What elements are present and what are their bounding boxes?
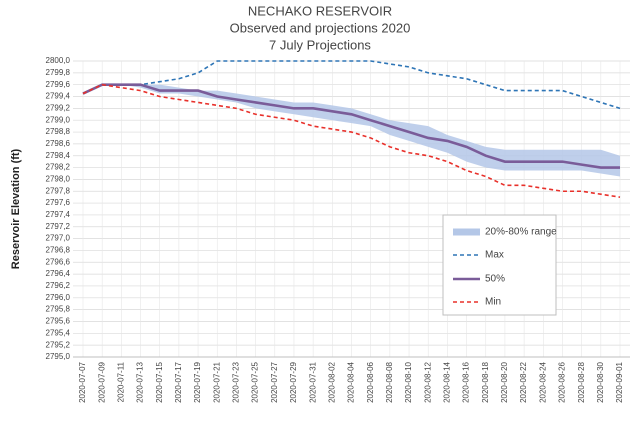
y-tick-label: 2798,2 — [46, 163, 71, 172]
x-tick-label: 2020-08-14 — [443, 361, 452, 402]
x-tick-label: 2020-07-31 — [308, 361, 317, 402]
legend-label: 20%-80% range — [485, 227, 557, 238]
y-tick-label: 2796,8 — [46, 246, 71, 255]
x-tick-label: 2020-08-02 — [327, 361, 336, 402]
x-tick-label: 2020-07-27 — [270, 361, 279, 402]
x-tick-label: 2020-08-04 — [347, 361, 356, 402]
legend-label: Min — [485, 297, 501, 308]
y-tick-label: 2797,0 — [46, 234, 71, 243]
y-tick-label: 2798,4 — [46, 151, 71, 160]
x-tick-label: 2020-07-15 — [155, 361, 164, 402]
x-tick-label: 2020-07-09 — [97, 361, 106, 402]
legend-label: 50% — [485, 274, 505, 285]
y-tick-label: 2798,8 — [46, 127, 71, 136]
x-tick-label: 2020-07-21 — [212, 361, 221, 402]
y-tick-label: 2798,0 — [46, 175, 71, 184]
x-tick-label: 2020-08-10 — [404, 361, 413, 402]
x-tick-label: 2020-07-13 — [136, 361, 145, 402]
y-tick-label: 2797,6 — [46, 198, 71, 207]
y-tick-label: 2796,4 — [46, 269, 71, 278]
range-band — [83, 84, 620, 177]
y-tick-label: 2795,6 — [46, 317, 71, 326]
x-tick-label: 2020-07-07 — [78, 361, 87, 402]
y-tick-label: 2798,6 — [46, 139, 71, 148]
y-axis-label: Reservoir Elevation (ft) — [10, 148, 22, 269]
x-tick-label: 2020-07-17 — [174, 361, 183, 402]
x-tick-label: 2020-08-12 — [423, 361, 432, 402]
x-tick-label: 2020-09-01 — [615, 361, 624, 402]
y-tick-label: 2796,2 — [46, 281, 71, 290]
y-tick-label: 2795,4 — [46, 328, 71, 337]
x-tick-label: 2020-07-11 — [116, 361, 125, 402]
x-tick-label: 2020-07-29 — [289, 361, 298, 402]
legend-swatch — [453, 228, 480, 236]
x-tick-label: 2020-08-22 — [519, 361, 528, 402]
y-tick-label: 2795,2 — [46, 340, 71, 349]
x-tick-label: 2020-08-28 — [577, 361, 586, 402]
x-tick-label: 2020-08-24 — [538, 361, 547, 402]
y-tick-label: 2799,6 — [46, 80, 71, 89]
y-tick-label: 2796,6 — [46, 257, 71, 266]
y-tick-label: 2800,0 — [46, 56, 71, 65]
chart-subtitle: 7 July Projections — [269, 37, 371, 52]
chart-title: NECHAKO RESERVOIR — [248, 3, 392, 18]
y-tick-label: 2796,0 — [46, 293, 71, 302]
x-tick-label: 2020-08-06 — [366, 361, 375, 402]
series-line — [82, 83, 621, 198]
x-tick-label: 2020-08-26 — [558, 361, 567, 402]
x-tick-label: 2020-08-18 — [481, 361, 490, 402]
series-line — [82, 83, 620, 169]
x-tick-label: 2020-08-30 — [596, 361, 605, 402]
y-tick-label: 2797,4 — [46, 210, 71, 219]
x-tick-label: 2020-07-25 — [251, 361, 260, 402]
chart-subtitle: Observed and projections 2020 — [230, 20, 411, 35]
y-tick-label: 2799,4 — [46, 92, 71, 101]
series-line — [82, 60, 621, 110]
legend-label: Max — [485, 250, 504, 261]
x-tick-label: 2020-08-08 — [385, 361, 394, 402]
y-tick-label: 2799,8 — [46, 68, 71, 77]
x-tick-label: 2020-08-16 — [462, 361, 471, 402]
y-tick-label: 2799,2 — [46, 103, 71, 112]
x-tick-label: 2020-07-19 — [193, 361, 202, 402]
y-tick-label: 2795,0 — [46, 352, 71, 361]
y-tick-label: 2795,8 — [46, 305, 71, 314]
y-tick-label: 2799,0 — [46, 115, 71, 124]
x-tick-label: 2020-07-23 — [232, 361, 241, 402]
y-tick-label: 2797,8 — [46, 186, 71, 195]
y-tick-label: 2797,2 — [46, 222, 71, 231]
x-tick-label: 2020-08-20 — [500, 361, 509, 402]
